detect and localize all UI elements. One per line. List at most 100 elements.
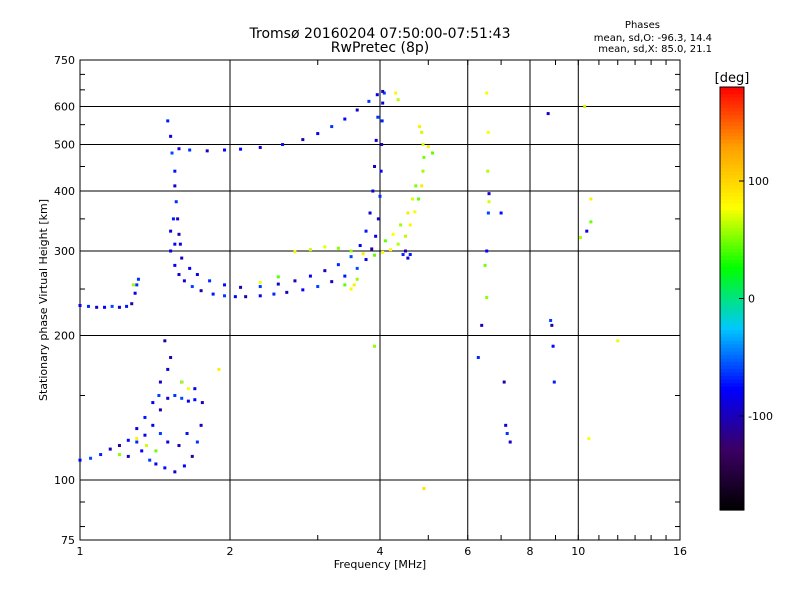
colorbar-segment (720, 471, 744, 476)
phase-o-stats: mean, sd,O: -96.3, 14.4 (593, 33, 712, 44)
data-point (211, 292, 215, 296)
data-point (373, 344, 377, 348)
colorbar-segment (720, 111, 744, 116)
colorbar-label: [deg] (715, 71, 750, 86)
data-point (188, 148, 192, 152)
data-point (374, 234, 378, 238)
colorbar-segment (720, 196, 744, 201)
data-point (301, 138, 305, 142)
data-point (485, 296, 489, 300)
colorbar-segment (720, 344, 744, 349)
data-point (173, 169, 177, 173)
colorbar-segment (720, 495, 744, 501)
colorbar-segment (720, 129, 744, 134)
colorbar-segment (720, 192, 744, 197)
data-point (133, 291, 137, 295)
x-tick-label: 8 (527, 545, 534, 558)
colorbar-segment (720, 499, 744, 504)
colorbar-segment (720, 153, 744, 159)
colorbar-segment (720, 492, 744, 497)
data-point (190, 454, 194, 458)
data-point (223, 294, 227, 298)
data-point (244, 295, 248, 299)
data-point (223, 148, 227, 152)
colorbar-segment (720, 453, 744, 458)
data-point (103, 305, 107, 309)
data-point (364, 258, 368, 262)
x-axis-label: Frequency [MHz] (334, 558, 426, 571)
colorbar-segment (720, 467, 744, 472)
colorbar-segment (720, 206, 744, 211)
colorbar-segment (720, 443, 744, 448)
colorbar-segment (720, 132, 744, 137)
data-point (399, 223, 403, 227)
y-tick-label: 600 (54, 101, 75, 114)
data-point (169, 355, 173, 359)
colorbar-segment (720, 104, 744, 109)
data-point (110, 304, 114, 308)
colorbar-segment (720, 506, 744, 511)
colorbar-segment (720, 203, 744, 208)
data-point (589, 197, 593, 201)
data-point (199, 289, 203, 293)
data-point (394, 91, 398, 95)
data-point (272, 292, 276, 296)
colorbar-segment (720, 425, 744, 430)
colorbar-segment (720, 189, 744, 194)
data-point (117, 444, 121, 448)
data-point (258, 145, 262, 149)
colorbar-segment (720, 291, 744, 296)
data-point (376, 115, 380, 119)
data-point (140, 449, 144, 453)
colorbar-segment (720, 428, 744, 434)
data-point (476, 355, 480, 359)
x-tick-label: 6 (464, 545, 471, 558)
y-tick-label: 300 (54, 245, 75, 258)
data-point (308, 274, 312, 278)
data-point (487, 192, 491, 196)
data-point (217, 367, 221, 371)
data-point (426, 145, 430, 149)
chart-title: Tromsø 20160204 07:50:00-07:51:43 (249, 26, 511, 42)
colorbar-segment (720, 361, 744, 367)
data-point (422, 487, 426, 491)
data-point (173, 394, 177, 398)
colorbar-segment (720, 347, 744, 352)
data-point (587, 437, 591, 441)
data-point (358, 244, 362, 248)
data-point (336, 263, 340, 267)
colorbar-segment (720, 224, 744, 229)
colorbar-segment (720, 287, 744, 293)
data-point (180, 256, 184, 260)
data-point (199, 423, 203, 427)
data-point (223, 283, 227, 287)
colorbar-segment (720, 312, 744, 317)
colorbar-segment (720, 383, 744, 388)
x-tick-label: 16 (673, 545, 687, 558)
data-point (330, 125, 334, 129)
data-point (552, 380, 556, 384)
colorbar-segment (720, 150, 744, 155)
data-point (126, 438, 130, 442)
colorbar-segment (720, 256, 744, 261)
data-point (131, 283, 135, 287)
data-point (401, 253, 405, 257)
colorbar-segment (720, 146, 744, 152)
data-point (403, 234, 407, 238)
data-point (166, 396, 170, 400)
colorbar-segment (720, 309, 744, 314)
data-point (174, 200, 178, 204)
data-point (86, 304, 90, 308)
colorbar-segment (720, 390, 744, 395)
data-point (379, 169, 383, 173)
data-point (396, 98, 400, 102)
data-point (549, 318, 553, 322)
colorbar-segment (720, 213, 744, 219)
data-point (182, 464, 186, 468)
data-point (258, 285, 262, 289)
colorbar-segment (720, 245, 744, 250)
colorbar-segment (720, 397, 744, 402)
data-point (239, 147, 243, 151)
colorbar-segment (720, 178, 744, 183)
colorbar-segment (720, 488, 744, 493)
